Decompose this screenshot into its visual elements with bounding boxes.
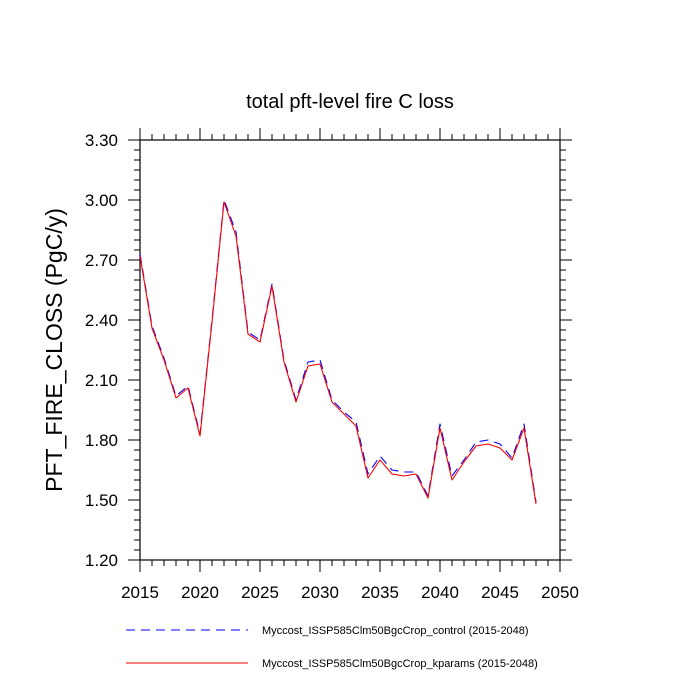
axis-ticks bbox=[128, 128, 572, 572]
x-tick-label: 2045 bbox=[481, 583, 519, 602]
y-tick-label: 3.30 bbox=[85, 131, 118, 150]
y-tick-label: 3.00 bbox=[85, 191, 118, 210]
legend-label: Myccost_ISSP585Clm50BgcCrop_control (201… bbox=[262, 625, 529, 637]
y-axis-tick-labels: 1.20 1.50 1.80 2.10 2.40 2.70 3.00 3.30 bbox=[85, 131, 118, 570]
x-tick-label: 2020 bbox=[181, 583, 219, 602]
y-tick-label: 2.70 bbox=[85, 251, 118, 270]
y-tick-label: 1.20 bbox=[85, 551, 118, 570]
plot-border bbox=[139, 139, 561, 561]
y-tick-label: 1.80 bbox=[85, 431, 118, 450]
x-tick-label: 2050 bbox=[541, 583, 579, 602]
y-tick-label: 1.50 bbox=[85, 491, 118, 510]
x-tick-label: 2035 bbox=[361, 583, 399, 602]
legend-label: Myccost_ISSP585Clm50BgcCrop_kparams (201… bbox=[262, 658, 538, 670]
x-tick-label: 2040 bbox=[421, 583, 459, 602]
chart-title: total pft-level fire C loss bbox=[246, 91, 454, 113]
x-axis-tick-labels: 2015 2020 2025 2030 2035 2040 2045 2050 bbox=[121, 583, 579, 602]
y-tick-label: 2.10 bbox=[85, 371, 118, 390]
series-line-control bbox=[139, 199, 537, 503]
plot-frame bbox=[139, 139, 561, 561]
series-lines bbox=[139, 199, 537, 505]
y-axis-label: PFT_FIRE_CLOSS (PgC/y) bbox=[41, 208, 67, 492]
legend: Myccost_ISSP585Clm50BgcCrop_control (201… bbox=[126, 625, 538, 670]
series-line-kparams bbox=[139, 201, 537, 505]
x-tick-label: 2025 bbox=[241, 583, 279, 602]
x-tick-label: 2015 bbox=[121, 583, 159, 602]
x-tick-label: 2030 bbox=[301, 583, 339, 602]
y-tick-label: 2.40 bbox=[85, 311, 118, 330]
